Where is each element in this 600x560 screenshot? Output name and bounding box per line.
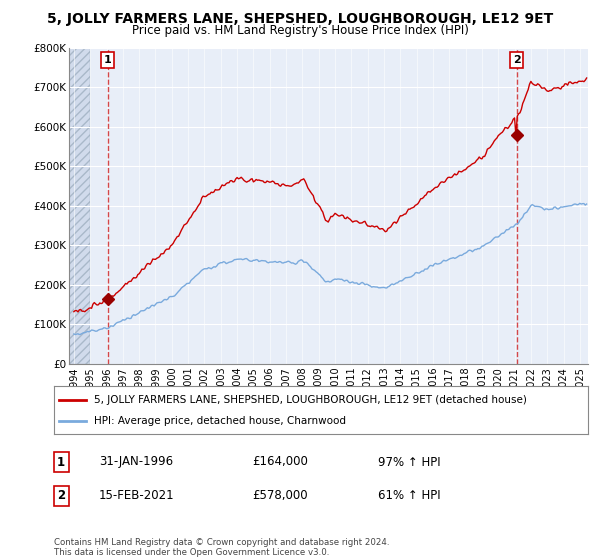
Text: 1: 1 [104, 55, 112, 66]
Text: HPI: Average price, detached house, Charnwood: HPI: Average price, detached house, Char… [94, 416, 346, 426]
Text: 5, JOLLY FARMERS LANE, SHEPSHED, LOUGHBOROUGH, LE12 9ET: 5, JOLLY FARMERS LANE, SHEPSHED, LOUGHBO… [47, 12, 553, 26]
Text: Contains HM Land Registry data © Crown copyright and database right 2024.
This d: Contains HM Land Registry data © Crown c… [54, 538, 389, 557]
Text: 61% ↑ HPI: 61% ↑ HPI [378, 489, 440, 502]
Text: 97% ↑ HPI: 97% ↑ HPI [378, 455, 440, 469]
Text: 2: 2 [57, 489, 65, 502]
Text: 1: 1 [57, 455, 65, 469]
Bar [69, 48, 90, 364]
Text: £164,000: £164,000 [252, 455, 308, 469]
Text: 5, JOLLY FARMERS LANE, SHEPSHED, LOUGHBOROUGH, LE12 9ET (detached house): 5, JOLLY FARMERS LANE, SHEPSHED, LOUGHBO… [94, 395, 527, 405]
Text: 2: 2 [512, 55, 520, 66]
Text: 31-JAN-1996: 31-JAN-1996 [99, 455, 173, 469]
Text: £578,000: £578,000 [252, 489, 308, 502]
Text: Price paid vs. HM Land Registry's House Price Index (HPI): Price paid vs. HM Land Registry's House … [131, 24, 469, 36]
Text: 15-FEB-2021: 15-FEB-2021 [99, 489, 175, 502]
